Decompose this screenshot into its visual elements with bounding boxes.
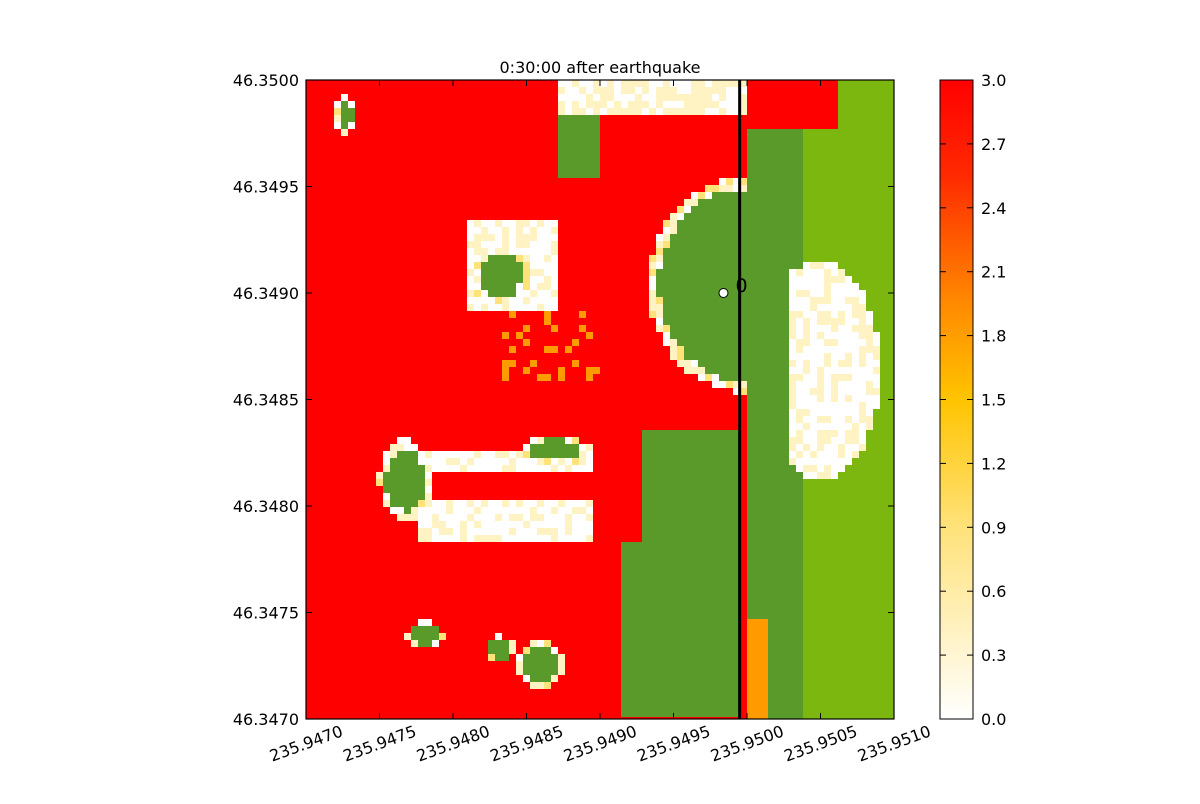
colorbar-tick-label: 0.6	[981, 582, 1006, 601]
y-tick-label: 46.3475	[233, 604, 299, 623]
colorbar-tick-label: 1.5	[981, 391, 1006, 410]
gauge-marker	[719, 289, 728, 298]
y-tick-label: 46.3485	[233, 391, 299, 410]
colorbar-tick-label: 0.3	[981, 646, 1006, 665]
colorbar-tick-label: 0.9	[981, 518, 1006, 537]
colorbar-tick-label: 2.4	[981, 199, 1006, 218]
x-tick-label: 235.9510	[855, 721, 933, 765]
colorbar-tick-label: 0.0	[981, 710, 1006, 729]
y-tick-label: 46.3490	[233, 284, 299, 303]
colorbar-tick-label: 3.0	[981, 71, 1006, 90]
x-tick-label: 235.9480	[414, 721, 492, 765]
x-tick-label: 235.9475	[341, 721, 419, 765]
y-tick-label: 46.3480	[233, 497, 299, 516]
colorbar-tick-label: 2.7	[981, 135, 1006, 154]
gauge-label: 0	[735, 275, 747, 297]
colorbar-tick-label: 1.2	[981, 454, 1006, 473]
x-tick-label: 235.9485	[488, 721, 566, 765]
x-tick-label: 235.9500	[708, 721, 786, 765]
y-tick-label: 46.3500	[233, 71, 299, 90]
colorbar-tick-label: 1.8	[981, 327, 1006, 346]
y-tick-label: 46.3470	[233, 710, 299, 729]
colorbar-tick-label: 2.1	[981, 263, 1006, 282]
x-tick-label: 235.9490	[561, 721, 639, 765]
y-tick-label: 46.3495	[233, 178, 299, 197]
chart-title: 0:30:00 after earthquake	[500, 58, 701, 77]
x-tick-label: 235.9505	[782, 721, 860, 765]
x-tick-label: 235.9495	[635, 721, 713, 765]
heatmap-field	[306, 80, 895, 725]
